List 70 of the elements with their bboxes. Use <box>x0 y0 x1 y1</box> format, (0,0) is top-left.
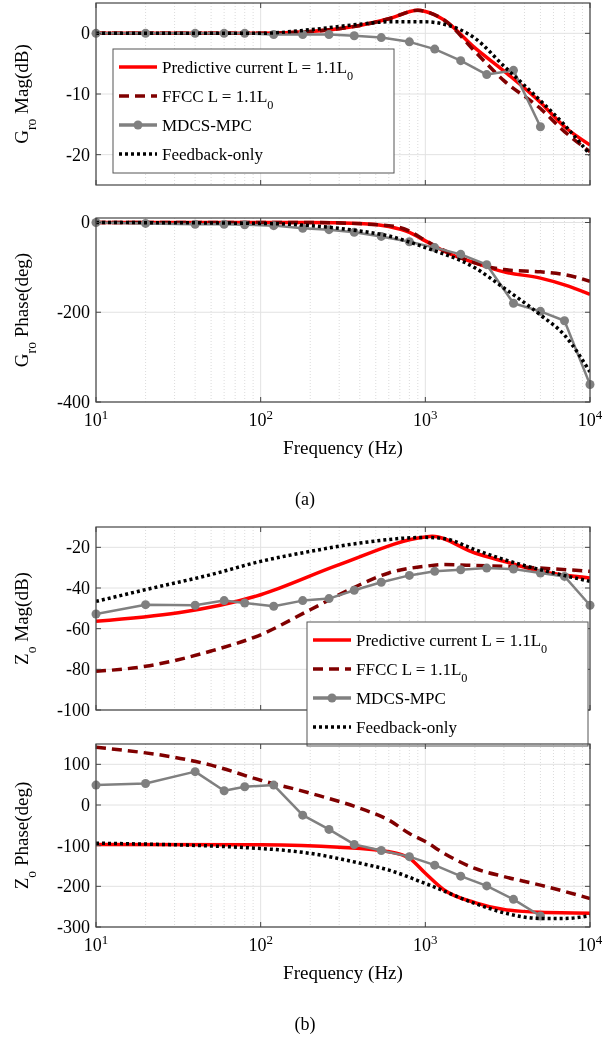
x-tick-label: 10$^{4}$ <box>577 931 603 955</box>
point <box>269 780 279 790</box>
point <box>376 846 386 856</box>
x-tick-label: 10$^{2}$ <box>248 406 273 430</box>
y-tick-label: -200 <box>57 302 90 323</box>
point <box>349 585 359 595</box>
y-tick-label: -100 <box>57 835 90 856</box>
point <box>298 810 308 820</box>
point <box>376 577 386 587</box>
point <box>456 56 466 66</box>
legend-label: FFCC L = 1.1L$_{0}$ <box>162 87 274 112</box>
legend-label: MDCS-MPC <box>162 116 252 135</box>
y-tick-label: 0 <box>81 795 90 815</box>
x-tick-label: 10$^{4}$ <box>577 406 603 430</box>
x-tick-label: 10$^{3}$ <box>413 931 438 955</box>
legend-label: Feedback-only <box>356 718 458 737</box>
y-tick-label: -40 <box>66 578 90 598</box>
point <box>430 566 440 576</box>
legend-label: Feedback-only <box>162 145 264 164</box>
y-tick-label: -300 <box>57 917 90 937</box>
y-tick-label: 100 <box>63 754 90 775</box>
legend-label: Predictive current L = 1.1L$_{0}$ <box>356 631 548 656</box>
point <box>535 122 545 132</box>
point <box>508 298 518 308</box>
point <box>190 767 200 777</box>
text: (a) <box>295 489 315 510</box>
point <box>482 563 492 573</box>
point <box>404 570 414 580</box>
point <box>219 786 229 796</box>
legend-label: FFCC L = 1.1L$_{0}$ <box>356 660 468 685</box>
point <box>430 860 440 870</box>
point <box>349 839 359 849</box>
y-tick-label: -100 <box>57 700 90 720</box>
y-tick-label: -20 <box>66 537 90 558</box>
legend-label: MDCS-MPC <box>356 689 446 708</box>
y-tick-label: 0 <box>81 212 90 233</box>
point <box>508 564 518 574</box>
y-tick-label: -80 <box>66 659 90 680</box>
x-axis-title: Frequency (Hz) <box>283 962 403 984</box>
point <box>404 852 414 862</box>
y-tick-label: -200 <box>57 876 90 897</box>
legend-label: Predictive current L = 1.1L$_{0}$ <box>162 58 354 83</box>
point <box>219 596 229 606</box>
point <box>456 871 466 881</box>
point <box>324 824 334 834</box>
point <box>482 70 492 80</box>
point <box>298 30 308 40</box>
point <box>482 260 492 270</box>
y-tick-label: -60 <box>66 618 90 639</box>
x-tick-label: 10$^{3}$ <box>413 406 438 430</box>
point <box>324 594 334 604</box>
y-tick-label: -10 <box>66 84 90 104</box>
point <box>349 31 359 41</box>
x-tick-label: 10$^{2}$ <box>248 931 273 955</box>
point <box>376 33 386 43</box>
point <box>508 894 518 904</box>
point <box>430 44 440 54</box>
point <box>482 881 492 891</box>
text: (b) <box>294 1014 316 1035</box>
point <box>404 37 414 47</box>
point <box>324 30 334 40</box>
point <box>456 565 466 575</box>
point <box>298 596 308 606</box>
point <box>269 601 279 611</box>
point <box>190 600 200 610</box>
x-axis-title: Frequency (Hz) <box>283 437 403 459</box>
y-tick-label: -20 <box>66 144 90 165</box>
y-tick-label: -400 <box>57 392 90 412</box>
y-tick-label: 0 <box>81 23 90 44</box>
point <box>456 249 466 259</box>
